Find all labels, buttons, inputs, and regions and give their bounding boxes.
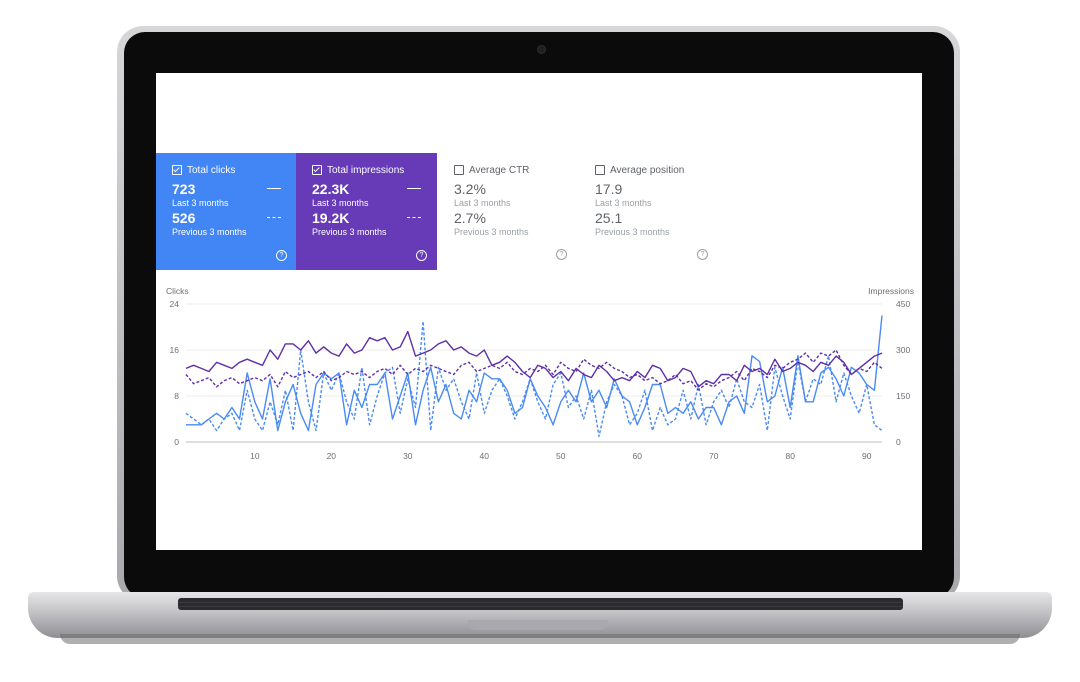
current-metric: 17.9 Last 3 months [595,182,720,209]
previous-metric: 526 Previous 3 months [172,211,297,238]
x-tick-label: 50 [556,451,566,461]
y2-tick-label: 450 [896,299,910,309]
card-header: Total impressions [312,163,437,177]
dashed-line-legend-icon [267,217,281,218]
solid-line-legend-icon [407,188,421,189]
metric-prev-period: Previous 3 months [454,227,529,237]
x-tick-label: 60 [633,451,643,461]
help-icon[interactable]: ? [697,249,708,260]
card-label: Total impressions [327,164,405,176]
metric-value: 3.2% [454,181,486,197]
webcam-icon [537,45,546,54]
lid-notch [468,620,608,630]
series-line-2 [185,320,883,438]
metric-period: Last 3 months [454,198,511,208]
metric-prev-period: Previous 3 months [312,227,387,237]
metric-prev-period: Previous 3 months [595,227,670,237]
total-impressions-card[interactable]: Total impressions 22.3K Last 3 months 19… [296,153,437,270]
keyboard [178,598,903,610]
current-metric: 723 Last 3 months [172,182,297,209]
checkbox-icon[interactable] [595,165,605,175]
card-label: Total clicks [187,164,236,176]
help-icon[interactable]: ? [276,250,287,261]
y2-tick-label: 0 [896,437,901,447]
checkbox-icon[interactable] [454,165,464,175]
metric-period: Last 3 months [312,198,369,208]
metric-cards: Total clicks 723 Last 3 months 526 Previ… [156,153,716,270]
average-position-card[interactable]: Average position 17.9 Last 3 months 25.1… [579,153,720,270]
y-tick-label: 16 [170,345,180,355]
solid-line-legend-icon [267,188,281,189]
metric-prev-value: 2.7% [454,210,486,226]
metric-period: Last 3 months [595,198,652,208]
metric-prev-value: 25.1 [595,210,623,226]
y2-tick-label: 300 [896,345,910,355]
x-tick-label: 90 [862,451,872,461]
screen: Total clicks 723 Last 3 months 526 Previ… [156,73,922,550]
total-clicks-card[interactable]: Total clicks 723 Last 3 months 526 Previ… [156,153,297,270]
previous-metric: 2.7% Previous 3 months [454,211,579,238]
help-icon[interactable]: ? [416,250,427,261]
y-axis-label: Clicks [166,286,189,296]
card-label: Average CTR [469,164,530,176]
x-tick-label: 30 [403,451,413,461]
metric-value: 22.3K [312,181,350,197]
metric-period: Last 3 months [172,198,229,208]
metric-prev-value: 526 [172,210,196,226]
series-line-4 [185,349,883,391]
key-row [178,602,903,603]
x-tick-label: 40 [480,451,490,461]
card-header: Average position [595,163,720,177]
previous-metric: 19.2K Previous 3 months [312,211,437,238]
laptop-base-shadow [60,634,1020,644]
y-tick-label: 0 [174,437,179,447]
metric-value: 723 [172,181,196,197]
current-metric: 3.2% Last 3 months [454,182,579,209]
current-metric: 22.3K Last 3 months [312,182,437,209]
series-line-3 [185,330,883,388]
key-row [178,606,903,607]
card-label: Average position [610,164,685,176]
metric-prev-period: Previous 3 months [172,227,247,237]
previous-metric: 25.1 Previous 3 months [595,211,720,238]
average-ctr-card[interactable]: Average CTR 3.2% Last 3 months 2.7% Prev… [438,153,579,270]
metric-prev-value: 19.2K [312,210,350,226]
checkbox-icon[interactable] [172,165,182,175]
checkbox-icon[interactable] [312,165,322,175]
series-line-1 [186,315,883,432]
x-tick-label: 10 [250,451,260,461]
dashed-line-legend-icon [407,217,421,218]
y-tick-label: 8 [174,391,179,401]
card-header: Total clicks [172,163,297,177]
x-tick-label: 70 [709,451,719,461]
y-tick-label: 24 [170,299,180,309]
help-icon[interactable]: ? [556,249,567,260]
x-tick-label: 20 [327,451,337,461]
performance-chart: 0 8 16 24 0 150 300 450 10 20 30 40 50 60 70 80 90 Clicks… [166,286,914,461]
x-tick-label: 80 [785,451,795,461]
card-header: Average CTR [454,163,579,177]
metric-value: 17.9 [595,181,623,197]
y2-axis-label: Impressions [868,286,914,296]
y2-tick-label: 150 [896,391,910,401]
